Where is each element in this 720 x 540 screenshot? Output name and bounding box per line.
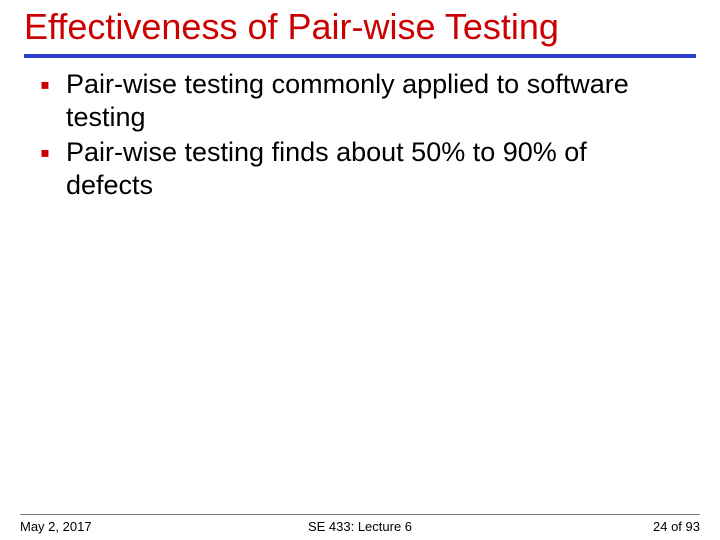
list-item: Pair-wise testing finds about 50% to 90%…: [40, 136, 680, 202]
bullet-text: Pair-wise testing finds about 50% to 90%…: [66, 137, 587, 200]
footer-divider: [20, 514, 700, 515]
footer-page-number: 24 of 93: [653, 519, 700, 534]
slide-body: Pair-wise testing commonly applied to so…: [0, 58, 720, 540]
bullet-text: Pair-wise testing commonly applied to so…: [66, 69, 629, 132]
footer: May 2, 2017 SE 433: Lecture 6 24 of 93: [0, 514, 720, 534]
footer-date: May 2, 2017: [20, 519, 92, 534]
slide: Effectiveness of Pair-wise Testing Pair-…: [0, 0, 720, 540]
title-area: Effectiveness of Pair-wise Testing: [0, 0, 720, 58]
bullet-list: Pair-wise testing commonly applied to so…: [40, 68, 680, 202]
footer-course: SE 433: Lecture 6: [308, 519, 412, 534]
slide-title: Effectiveness of Pair-wise Testing: [24, 6, 696, 48]
list-item: Pair-wise testing commonly applied to so…: [40, 68, 680, 134]
